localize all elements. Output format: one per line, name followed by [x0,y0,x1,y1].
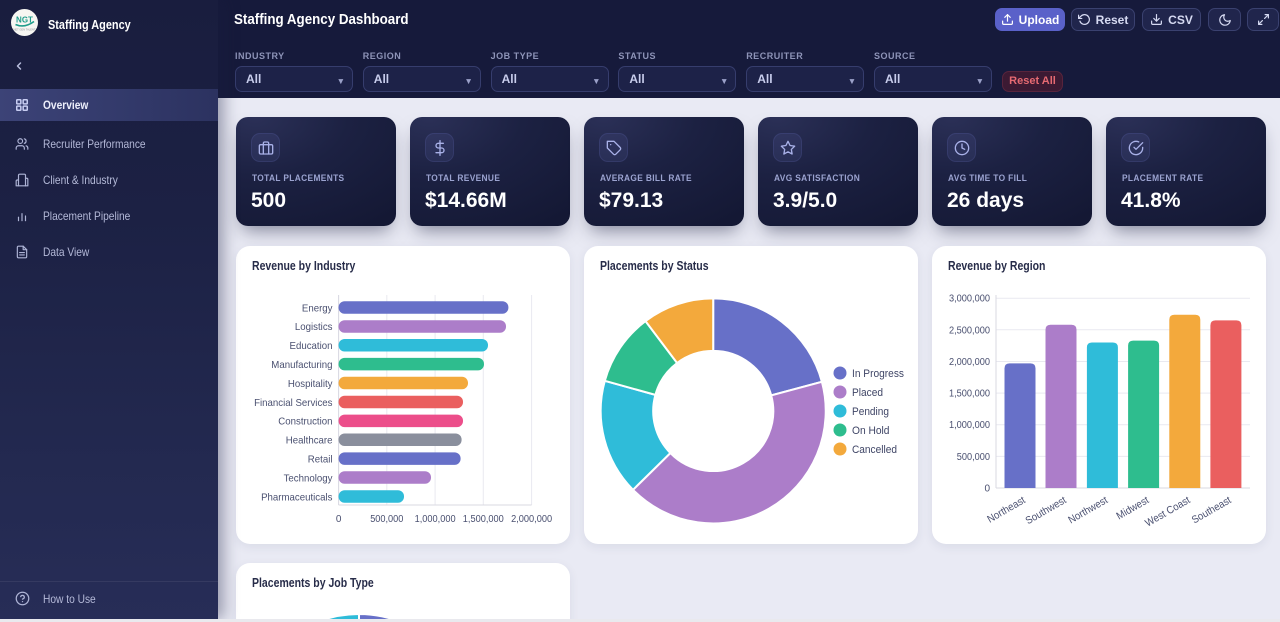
svg-text:500,000: 500,000 [370,514,404,525]
svg-text:500,000: 500,000 [957,452,991,463]
svg-text:NET GEN TALENT: NET GEN TALENT [14,28,36,32]
svg-text:On Hold: On Hold [852,425,890,437]
svg-text:Technology: Technology [284,472,334,484]
svg-text:Placed: Placed [852,387,883,399]
svg-text:Southeast: Southeast [1190,494,1234,526]
svg-text:2,500,000: 2,500,000 [949,325,990,336]
svg-text:Pending: Pending [852,406,889,418]
svg-text:Pharmaceuticals: Pharmaceuticals [261,491,332,503]
svg-text:NGT: NGT [16,16,33,25]
svg-text:1,500,000: 1,500,000 [949,389,990,400]
svg-text:0: 0 [984,484,990,495]
svg-text:Hospitality: Hospitality [288,378,333,390]
svg-text:Northwest: Northwest [1066,494,1110,526]
svg-text:1,000,000: 1,000,000 [415,514,456,525]
svg-text:Logistics: Logistics [295,321,333,333]
svg-text:1,500,000: 1,500,000 [463,514,504,525]
svg-text:Construction: Construction [278,416,332,428]
svg-text:Education: Education [290,340,333,352]
svg-text:Cancelled: Cancelled [852,444,897,456]
svg-text:Manufacturing: Manufacturing [271,359,332,371]
svg-text:1,000,000: 1,000,000 [949,420,990,431]
svg-text:2,000,000: 2,000,000 [949,357,990,368]
svg-text:Healthcare: Healthcare [286,435,333,447]
svg-text:2,000,000: 2,000,000 [511,514,552,525]
svg-text:In Progress: In Progress [852,368,904,380]
svg-text:West Coast: West Coast [1143,494,1192,529]
svg-text:Financial Services: Financial Services [254,397,332,409]
svg-text:Southwest: Southwest [1024,494,1069,527]
svg-text:Energy: Energy [302,302,333,314]
svg-text:0: 0 [336,514,342,525]
svg-text:Retail: Retail [308,454,333,466]
svg-text:Northeast: Northeast [985,494,1027,525]
svg-text:3,000,000: 3,000,000 [949,294,990,305]
